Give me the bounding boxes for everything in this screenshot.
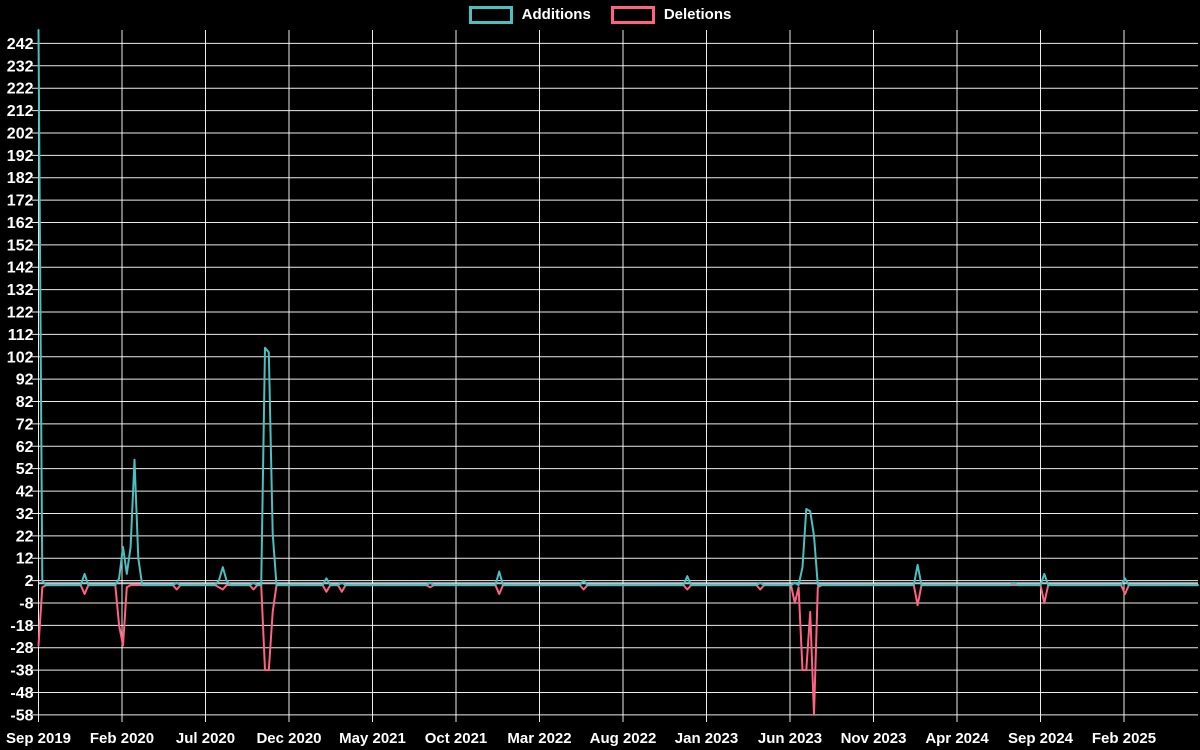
y-tick-label: 242: [7, 36, 34, 53]
y-tick-label: 2: [25, 573, 34, 590]
y-tick-label: 102: [7, 349, 34, 366]
y-tick-label: 132: [7, 282, 34, 299]
y-tick-label: 192: [7, 148, 34, 165]
y-tick-label: 162: [7, 215, 34, 232]
y-tick-label: 42: [16, 484, 34, 501]
x-tick-label: Nov 2023: [841, 730, 907, 747]
y-tick-label: 122: [7, 305, 34, 322]
additions-legend-label: Additions: [521, 6, 591, 23]
additions-swatch-icon: [468, 6, 513, 24]
x-tick-label: Jun 2023: [758, 730, 822, 747]
y-tick-label: 112: [8, 327, 34, 344]
y-tick-label: 92: [16, 372, 34, 389]
y-tick-label: 72: [16, 416, 34, 433]
y-tick-label: 152: [7, 237, 34, 254]
legend-item-additions[interactable]: Additions: [468, 6, 591, 24]
additions-line: [37, 29, 1199, 587]
y-tick-label: 212: [7, 103, 34, 120]
x-tick-label: Aug 2022: [590, 730, 657, 747]
y-tick-label: 142: [7, 260, 34, 277]
y-tick-label: -58: [10, 707, 33, 724]
x-tick-label: Sep 2019: [6, 730, 71, 747]
y-tick-label: 232: [7, 58, 34, 75]
y-tick-label: -8: [19, 595, 33, 612]
x-tick-label: May 2021: [339, 730, 406, 747]
y-tick-label: -38: [10, 663, 33, 680]
legend-item-deletions[interactable]: Deletions: [610, 6, 732, 24]
y-tick-label: 182: [7, 170, 34, 187]
x-tick-label: Sep 2024: [1008, 730, 1074, 747]
x-tick-label: Jul 2020: [176, 730, 235, 747]
y-tick-label: 22: [16, 528, 34, 545]
y-tick-label: -28: [10, 640, 33, 657]
y-tick-label: 52: [16, 461, 34, 478]
y-tick-label: 62: [16, 439, 34, 456]
deletions-line: [37, 584, 1199, 716]
y-tick-label: 32: [16, 506, 34, 523]
y-tick-label: -18: [10, 618, 33, 635]
x-tick-label: Dec 2020: [256, 730, 321, 747]
x-tick-label: Oct 2021: [425, 730, 488, 747]
x-tick-label: Apr 2024: [925, 730, 989, 747]
deletions-legend-label: Deletions: [663, 6, 732, 23]
y-tick-label: -48: [10, 685, 33, 702]
y-tick-label: 222: [7, 81, 34, 98]
x-tick-label: Feb 2025: [1092, 730, 1156, 747]
chart-legend: Additions Deletions: [0, 6, 1200, 24]
x-tick-label: Feb 2020: [90, 730, 154, 747]
y-tick-label: 12: [16, 551, 34, 568]
deletions-swatch-icon: [610, 6, 655, 24]
y-tick-label: 172: [7, 193, 34, 210]
y-tick-label: 82: [16, 394, 34, 411]
x-tick-label: Jan 2023: [675, 730, 738, 747]
x-tick-label: Mar 2022: [507, 730, 571, 747]
y-tick-label: 202: [7, 125, 34, 142]
